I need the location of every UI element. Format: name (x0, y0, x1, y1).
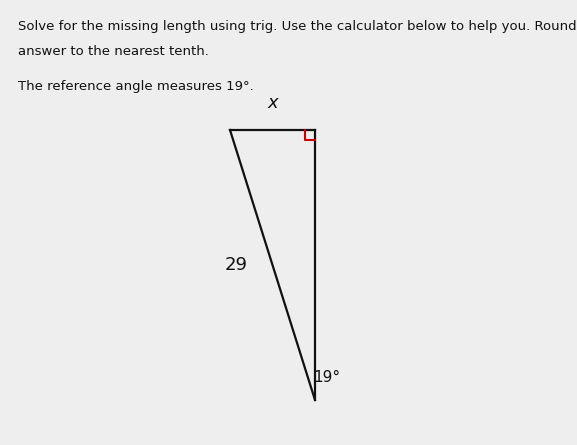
Text: answer to the nearest tenth.: answer to the nearest tenth. (18, 45, 209, 58)
Text: 29: 29 (224, 256, 248, 274)
Text: The reference angle measures 19°.: The reference angle measures 19°. (18, 80, 254, 93)
Text: Solve for the missing length using trig. Use the calculator below to help you. R: Solve for the missing length using trig.… (18, 20, 577, 33)
Text: x: x (267, 94, 278, 112)
Text: 19°: 19° (313, 371, 340, 385)
